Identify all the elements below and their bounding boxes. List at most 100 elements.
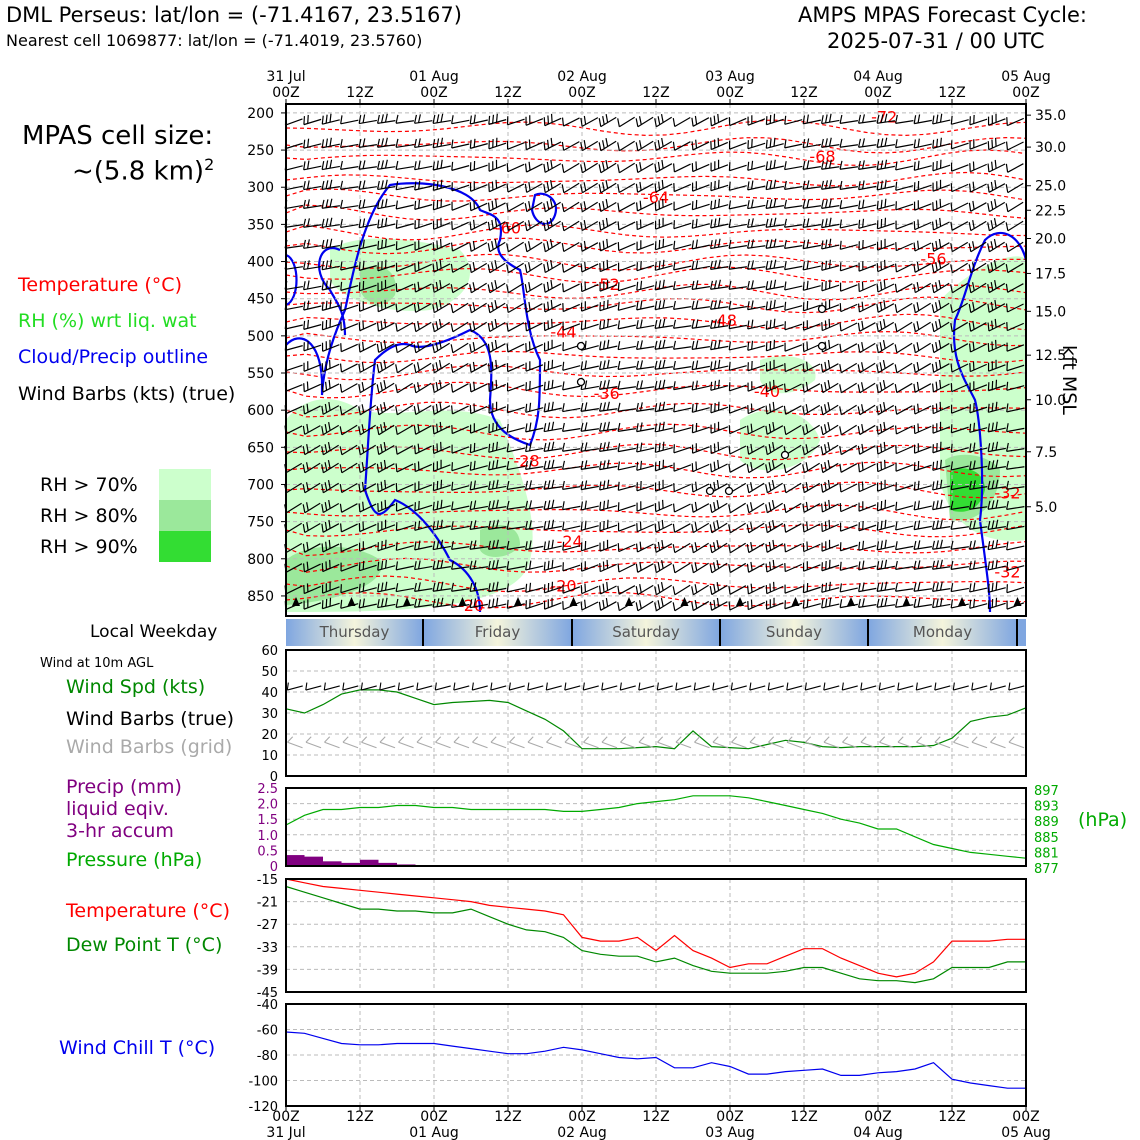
wind-barb-feather [376, 483, 380, 493]
wind-barb-staff [488, 603, 507, 609]
wind-barb-feather [691, 586, 694, 595]
wind-barb-feather [824, 160, 828, 169]
wind-barb-feather [654, 202, 657, 211]
wind-barb-staff [544, 466, 562, 470]
wind-barb-feather [450, 323, 454, 332]
wind-barb-feather [469, 304, 472, 313]
wind-barb [876, 238, 895, 251]
wind-barb-feather [773, 339, 776, 349]
wind-barb [950, 183, 969, 193]
temperature-contour [286, 575, 1026, 593]
wind-barb-feather [490, 282, 494, 291]
wind-barb-feather [821, 599, 824, 609]
wind-barb-feather [839, 426, 842, 435]
wind-barb-feather [417, 160, 421, 170]
wind-barb-feather [329, 318, 331, 328]
wind-barb-staff [396, 322, 414, 332]
wind-barb [561, 141, 580, 151]
wind-barb-feather [765, 425, 768, 435]
wind-barb-feather [562, 501, 565, 510]
wind-barb-feather [728, 181, 731, 191]
wind-barb-feather [469, 363, 472, 373]
wind-barb-feather [828, 159, 832, 169]
wind-barb-staff [322, 405, 340, 415]
wind-barb-feather [765, 446, 768, 455]
label-pressure: Pressure (hPa) [66, 849, 203, 871]
calm-wind-circle [817, 341, 827, 351]
wind-barb-feather [303, 260, 306, 270]
wind-barb-staff [821, 603, 840, 609]
wind-barb-staff [322, 383, 340, 393]
wind-barb [839, 240, 858, 250]
wind-barb-feather [358, 464, 361, 473]
wind-barb-feather [773, 379, 775, 389]
wind-barb-feather [547, 341, 549, 350]
wind-barb-feather [358, 138, 362, 148]
wind-barb-feather [717, 318, 721, 328]
wind-barb [932, 159, 951, 172]
wind-barb [821, 198, 840, 209]
wind-barb-feather [488, 560, 491, 570]
wind-barb-staff [618, 447, 636, 453]
wind-barb [303, 583, 321, 595]
wind-barb-staff [378, 362, 395, 374]
wind-barb-feather [528, 139, 531, 149]
wind-barb [765, 581, 784, 595]
wind-barb-feather [546, 201, 550, 210]
wind-barb-feather [358, 363, 361, 373]
wind-barb [876, 581, 895, 592]
wind-barb [377, 597, 396, 609]
wind-barb-staff [415, 283, 432, 293]
wind-barb-feather [635, 586, 639, 595]
wind-barb-feather [694, 501, 698, 511]
wind-barb-staff [784, 143, 803, 149]
wind-barb-feather [895, 560, 898, 570]
wind-barb [635, 140, 654, 152]
wind-barb [580, 140, 599, 152]
wind-barb-feather [328, 519, 331, 529]
wind-barb-feather [783, 484, 787, 493]
wind-barb-staff [858, 545, 877, 551]
wind-barb-staff [969, 546, 988, 550]
wind-barb-staff [914, 425, 932, 435]
wind-barb-feather [691, 463, 694, 472]
wind-barb-feather [717, 113, 720, 123]
wind-barb-feather [824, 501, 827, 511]
wind-barb-feather [440, 559, 444, 569]
wind-barb-feather [506, 222, 509, 231]
wind-barb-feather [972, 480, 976, 489]
wind-barb [821, 259, 840, 271]
wind-barb-staff [378, 322, 395, 332]
wind-barb-staff [600, 263, 617, 273]
wind-barb-feather [773, 113, 776, 123]
wind-barb-staff [692, 426, 710, 434]
wind-barb-true-feather [841, 682, 844, 691]
cloud-precip-outline [286, 253, 298, 307]
wind-barb [728, 320, 747, 330]
wind-barb-feather [717, 359, 721, 369]
wind-barb-staff [951, 465, 969, 471]
wind-barb-feather [802, 406, 805, 415]
wind-barb [1006, 442, 1025, 452]
wind-barb-feather [695, 260, 699, 269]
wind-barb-feather [991, 540, 995, 549]
wind-barb-feather [728, 300, 732, 310]
wind-barb-staff [526, 201, 543, 213]
wind-barb-feather [550, 159, 553, 169]
wind-barb-feather [765, 342, 768, 351]
wind-barb-staff [507, 183, 525, 193]
wind-barb-feather [339, 363, 343, 373]
wind-barb-feather [324, 462, 328, 471]
wind-barb-staff [673, 265, 692, 271]
wind-barb-feather [695, 402, 698, 412]
wind-barb [765, 401, 784, 415]
wind-barb-feather [302, 405, 306, 415]
wind-barb [821, 137, 840, 148]
wind-barb-feather [747, 200, 750, 209]
temperature-line [285, 878, 1026, 978]
wind-barb-feather [769, 218, 773, 227]
wind-barb-staff [951, 164, 969, 172]
wind-barb-feather [913, 139, 917, 149]
wind-barb-true-feather [508, 682, 511, 691]
wind-barb-grid [564, 736, 581, 749]
